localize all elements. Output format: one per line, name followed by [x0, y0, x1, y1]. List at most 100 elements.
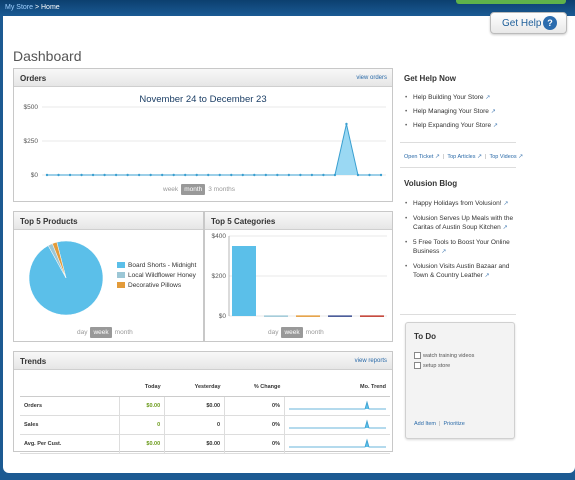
y-tick-label: $500 — [24, 104, 39, 111]
category-bar — [232, 246, 256, 316]
orders-period-3months[interactable]: 3 months — [208, 186, 236, 193]
blog-link[interactable]: Volusion Visits Austin Bazaar and Town &… — [413, 262, 510, 280]
y-tick-label: $200 — [212, 273, 227, 280]
trend-sparkline — [283, 415, 390, 435]
trends-header: Trends view reports — [14, 352, 392, 370]
data-point — [160, 173, 164, 177]
external-link-icon: ↗ — [492, 123, 498, 129]
pie-slice — [52, 241, 67, 279]
trend-change: 0% — [224, 415, 285, 435]
help-link[interactable]: Help Managing Your Store — [413, 108, 489, 115]
external-link-icon: ↗ — [490, 109, 496, 115]
orders-title: Orders — [20, 74, 47, 83]
list-item[interactable]: Help Building Your Store ↗ — [405, 94, 515, 101]
trend-change: 0% — [224, 396, 285, 416]
categories-period-month[interactable]: month — [305, 329, 324, 336]
todo-item[interactable]: setup store — [414, 362, 450, 369]
external-link-icon: ↗ — [441, 249, 447, 256]
data-point — [126, 173, 129, 177]
products-period-day[interactable]: day — [77, 329, 88, 336]
data-point — [57, 173, 60, 177]
add-item-link[interactable]: Add Item — [414, 421, 437, 427]
products-legend: Board Shorts - Midnight Local Wildflower… — [117, 262, 202, 292]
get-help-label: Get Help — [502, 18, 542, 29]
products-period-week[interactable]: week — [90, 327, 112, 338]
open-ticket-link[interactable]: Open Ticket — [404, 154, 434, 160]
orders-period-week[interactable]: week — [163, 186, 179, 193]
external-link-icon: ↗ — [518, 154, 524, 160]
sparkline-sales — [289, 419, 386, 428]
list-item[interactable]: Volusion Visits Austin Bazaar and Town &… — [405, 262, 515, 281]
y-tick-label: $0 — [219, 313, 227, 320]
list-item[interactable]: Volusion Serves Up Meals with the Carita… — [405, 214, 515, 233]
top-videos-link[interactable]: Top Videos — [489, 154, 517, 160]
help-link[interactable]: Help Expanding Your Store — [413, 122, 492, 129]
separator: | — [442, 154, 445, 160]
question-icon: ? — [543, 16, 557, 30]
view-orders-link[interactable]: view orders — [356, 75, 387, 81]
data-point — [299, 173, 302, 177]
view-reports-link[interactable]: view reports — [354, 358, 387, 364]
top-products-panel: Top 5 Products day week month — [13, 211, 204, 342]
separator: | — [485, 154, 487, 160]
top-bar: My Store > Home — [0, 0, 575, 16]
page-title: Dashboard — [13, 48, 82, 64]
todo-checkbox[interactable] — [414, 352, 421, 359]
blog-link[interactable]: Happy Holidays from Volusion! — [413, 200, 502, 207]
data-point — [276, 173, 279, 177]
trend-label: Sales — [20, 415, 120, 435]
breadcrumb-current: Home — [41, 4, 60, 11]
data-point — [68, 173, 72, 177]
divider — [400, 167, 516, 168]
data-point — [310, 173, 314, 177]
data-point — [379, 173, 383, 177]
external-link-icon: ↗ — [434, 154, 440, 160]
trends-col-trend: Mo. Trend — [284, 378, 390, 397]
list-item[interactable]: Help Managing Your Store ↗ — [405, 108, 515, 115]
trend-today: $0.00 — [119, 434, 165, 454]
table-row: Sales 0 0 0% — [20, 415, 390, 435]
orders-date-range: November 24 to December 23 — [139, 94, 267, 105]
orders-period-month[interactable]: month — [181, 184, 206, 195]
external-link-icon: ↗ — [503, 201, 509, 207]
data-point — [253, 173, 256, 177]
legend-label: Board Shorts - Midnight — [128, 262, 197, 269]
data-point — [368, 173, 371, 177]
list-item[interactable]: Help Expanding Your Store ↗ — [405, 122, 515, 129]
blog-link[interactable]: Volusion Serves Up Meals with the Carita… — [413, 214, 514, 232]
breadcrumb-store-link[interactable]: My Store — [5, 4, 34, 11]
list-item[interactable]: Happy Holidays from Volusion! ↗ — [405, 199, 515, 209]
help-link[interactable]: Help Building Your Store — [413, 94, 484, 101]
categories-period-day[interactable]: day — [268, 329, 279, 336]
top-articles-link[interactable]: Top Articles — [447, 154, 476, 160]
data-point — [91, 173, 95, 177]
categories-period-week[interactable]: week — [281, 327, 303, 338]
breadcrumb-separator: > — [33, 4, 41, 11]
trends-col-today: Today — [119, 378, 165, 397]
products-period-month[interactable]: month — [114, 329, 133, 336]
data-point — [287, 173, 291, 177]
breadcrumb: My Store > Home — [5, 4, 60, 11]
trends-col-yesterday: Yesterday — [164, 378, 225, 397]
get-help-button[interactable]: Get Help ? — [490, 12, 567, 34]
data-point — [172, 173, 175, 177]
trend-yesterday: $0.00 — [164, 434, 225, 454]
todo-item[interactable]: watch training videos — [414, 352, 474, 359]
separator: | — [439, 421, 441, 427]
trend-label: Avg. Per Cust. — [20, 434, 120, 454]
list-item[interactable]: 5 Free Tools to Boost Your Online Busine… — [405, 238, 515, 257]
trends-header-row: Today Yesterday % Change Mo. Trend — [20, 378, 390, 397]
todo-item-label: setup store — [423, 362, 451, 369]
top-categories-panel: Top 5 Categories $400 $200 $0 day week month — [204, 211, 393, 342]
blog-link[interactable]: 5 Free Tools to Boost Your Online Busine… — [413, 238, 510, 256]
orders-period-selector: week month 3 months — [160, 184, 238, 195]
products-pie-chart — [28, 240, 104, 316]
data-point — [322, 173, 325, 177]
legend-swatch-lightblue — [117, 272, 125, 279]
trend-label: Orders — [20, 396, 120, 416]
external-link-icon: ↗ — [477, 154, 483, 160]
green-tab[interactable] — [456, 0, 566, 4]
products-period-selector: day week month — [74, 327, 136, 338]
prioritize-link[interactable]: Prioritize — [443, 421, 465, 427]
todo-checkbox[interactable] — [414, 362, 421, 369]
